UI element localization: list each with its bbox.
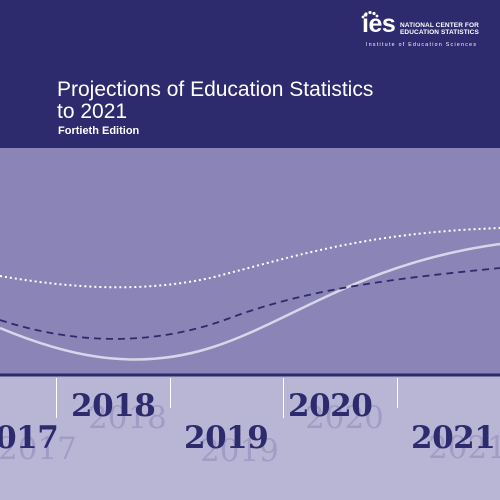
year-label-2020: 2020 (288, 388, 373, 424)
timeline-band (0, 375, 500, 500)
solid-curve (0, 242, 500, 361)
publisher-institute: Institute of Education Sciences (366, 42, 478, 48)
edition-label: Fortieth Edition (58, 125, 140, 137)
year-ghost-2017: 2017 (0, 431, 77, 467)
publisher-name-line1: NATIONAL CENTER FOR (400, 22, 479, 29)
year-label-2017: 2017 (0, 420, 59, 456)
report-title: Projections of Education Statistics to 2… (57, 78, 374, 123)
year-ghost-2018: 2018 (88, 400, 167, 436)
year-ghost-2021: 2021 (428, 430, 500, 466)
year-ghost-2019: 2019 (200, 433, 279, 469)
ies-dots-icon (361, 10, 379, 19)
timeline-tick (56, 378, 57, 418)
decorative-curves (0, 227, 500, 377)
timeline-tick (170, 378, 171, 408)
dashed-curve (0, 267, 500, 340)
ies-logo: ies NATIONAL CENTER FOR EDUCATION STATIS… (352, 10, 500, 50)
timeline-tick (283, 378, 284, 418)
dotted-curve (0, 227, 500, 289)
year-ghost-2020: 2020 (305, 400, 384, 436)
timeline-tick (397, 378, 398, 408)
ies-wordmark: ies (362, 10, 396, 38)
year-label-2018: 2018 (71, 388, 156, 424)
header-band: ies NATIONAL CENTER FOR EDUCATION STATIS… (0, 0, 500, 148)
publisher-name-line2: EDUCATION STATISTICS (400, 29, 479, 36)
year-label-2021: 2021 (411, 420, 496, 456)
year-label-2019: 2019 (184, 420, 269, 456)
